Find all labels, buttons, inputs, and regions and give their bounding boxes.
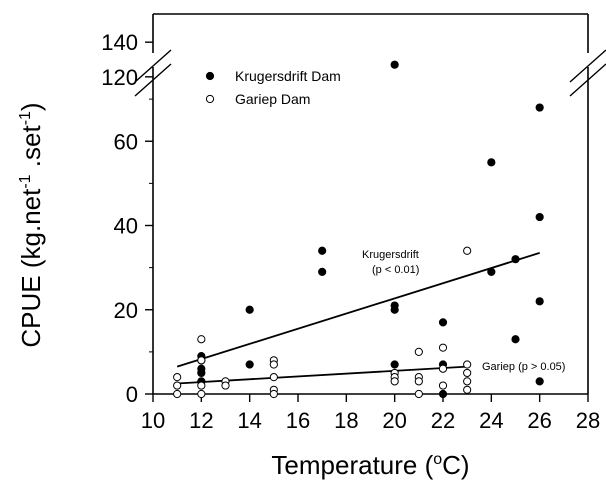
- gariep-point: [269, 389, 278, 399]
- x-tick-label: 24: [479, 408, 503, 433]
- y-tick-label: 20: [114, 298, 138, 323]
- gariep-point: [269, 373, 278, 382]
- gariep-point: [438, 364, 448, 373]
- chart-labels: 10 12 14 16 18 20 22 24 26 28 0 20 40 60 120 140 Krugers…: [16, 30, 600, 480]
- trend-line-gariep: [177, 365, 468, 385]
- gariep-point: [438, 343, 448, 352]
- gariep-point: [197, 389, 206, 399]
- axis-break-right-2: [569, 63, 606, 97]
- trend-line-krugersdrift: [176, 252, 540, 368]
- x-tick-label: 20: [382, 408, 406, 433]
- gariep-point: [414, 389, 423, 399]
- y-tick-label: 40: [114, 214, 138, 239]
- gariep-point: [414, 377, 423, 386]
- krugersdrift-point: [438, 318, 448, 327]
- gariep-point: [173, 381, 182, 390]
- legend-label-krugersdrift: Krugersdrift Dam: [235, 68, 341, 84]
- krugersdrift-point: [318, 267, 327, 276]
- gariep-point: [197, 335, 206, 344]
- plot-frame: [134, 13, 606, 402]
- annotation-krugersdrift: Krugersdrift: [362, 249, 419, 261]
- krugersdrift-point: [535, 297, 544, 306]
- annotation-gariep: Gariep (p > 0.05): [482, 361, 565, 373]
- krugersdrift-point: [318, 246, 327, 255]
- x-tick-label: 28: [576, 408, 600, 433]
- krugersdrift-point: [390, 305, 399, 314]
- krugersdrift-point: [511, 335, 520, 344]
- krugersdrift-point: [535, 103, 544, 112]
- legend-marker-krugersdrift: [205, 71, 215, 81]
- krugersdrift-point: [487, 267, 496, 276]
- data-marks: [173, 60, 544, 399]
- x-tick-label: 18: [334, 408, 358, 433]
- krugersdrift-point: [511, 255, 520, 264]
- gariep-point: [463, 246, 472, 255]
- gariep-point: [173, 373, 182, 382]
- gariep-point: [390, 377, 399, 386]
- y-tick-label: 60: [114, 129, 138, 154]
- gariep-point: [414, 347, 423, 356]
- krugersdrift-point: [390, 60, 399, 69]
- krugersdrift-point: [438, 389, 448, 399]
- krugersdrift-point: [390, 360, 399, 369]
- annotation-krugersdrift-p: (p < 0.01): [372, 264, 419, 276]
- x-tick-label: 22: [431, 408, 455, 433]
- legend-marker-gariep: [205, 94, 215, 104]
- krugersdrift-point: [197, 368, 206, 378]
- krugersdrift-point: [245, 360, 254, 369]
- gariep-point: [463, 385, 472, 394]
- axis-break-left-1: [134, 49, 172, 83]
- gariep-point: [197, 356, 206, 365]
- x-tick-label: 16: [286, 408, 310, 433]
- gariep-point: [221, 381, 230, 390]
- y-axis-label: CPUE (kg.net-1 .set-1): [16, 102, 46, 347]
- gariep-point: [438, 381, 448, 390]
- krugersdrift-point: [535, 377, 544, 386]
- x-tick-label: 26: [527, 408, 551, 433]
- x-tick-label: 12: [189, 408, 213, 433]
- krugersdrift-point: [245, 305, 254, 314]
- axis-break-left-2: [134, 63, 172, 97]
- gariep-point: [197, 381, 206, 390]
- x-tick-label: 14: [237, 408, 261, 433]
- krugersdrift-point: [487, 158, 496, 167]
- y-tick-label: 120: [101, 65, 138, 90]
- legend-label-gariep: Gariep Dam: [235, 91, 310, 107]
- krugersdrift-point: [535, 212, 544, 222]
- gariep-point: [173, 389, 182, 399]
- gariep-point: [463, 377, 472, 386]
- gariep-point: [463, 360, 472, 369]
- gariep-point: [269, 360, 278, 369]
- axis-break-right-1: [569, 49, 606, 83]
- gariep-point: [463, 368, 472, 378]
- y-tick-label: 0: [126, 382, 138, 407]
- x-tick-label: 10: [141, 408, 165, 433]
- x-axis-label: Temperature (oC): [271, 450, 469, 480]
- y-tick-label: 140: [101, 30, 138, 55]
